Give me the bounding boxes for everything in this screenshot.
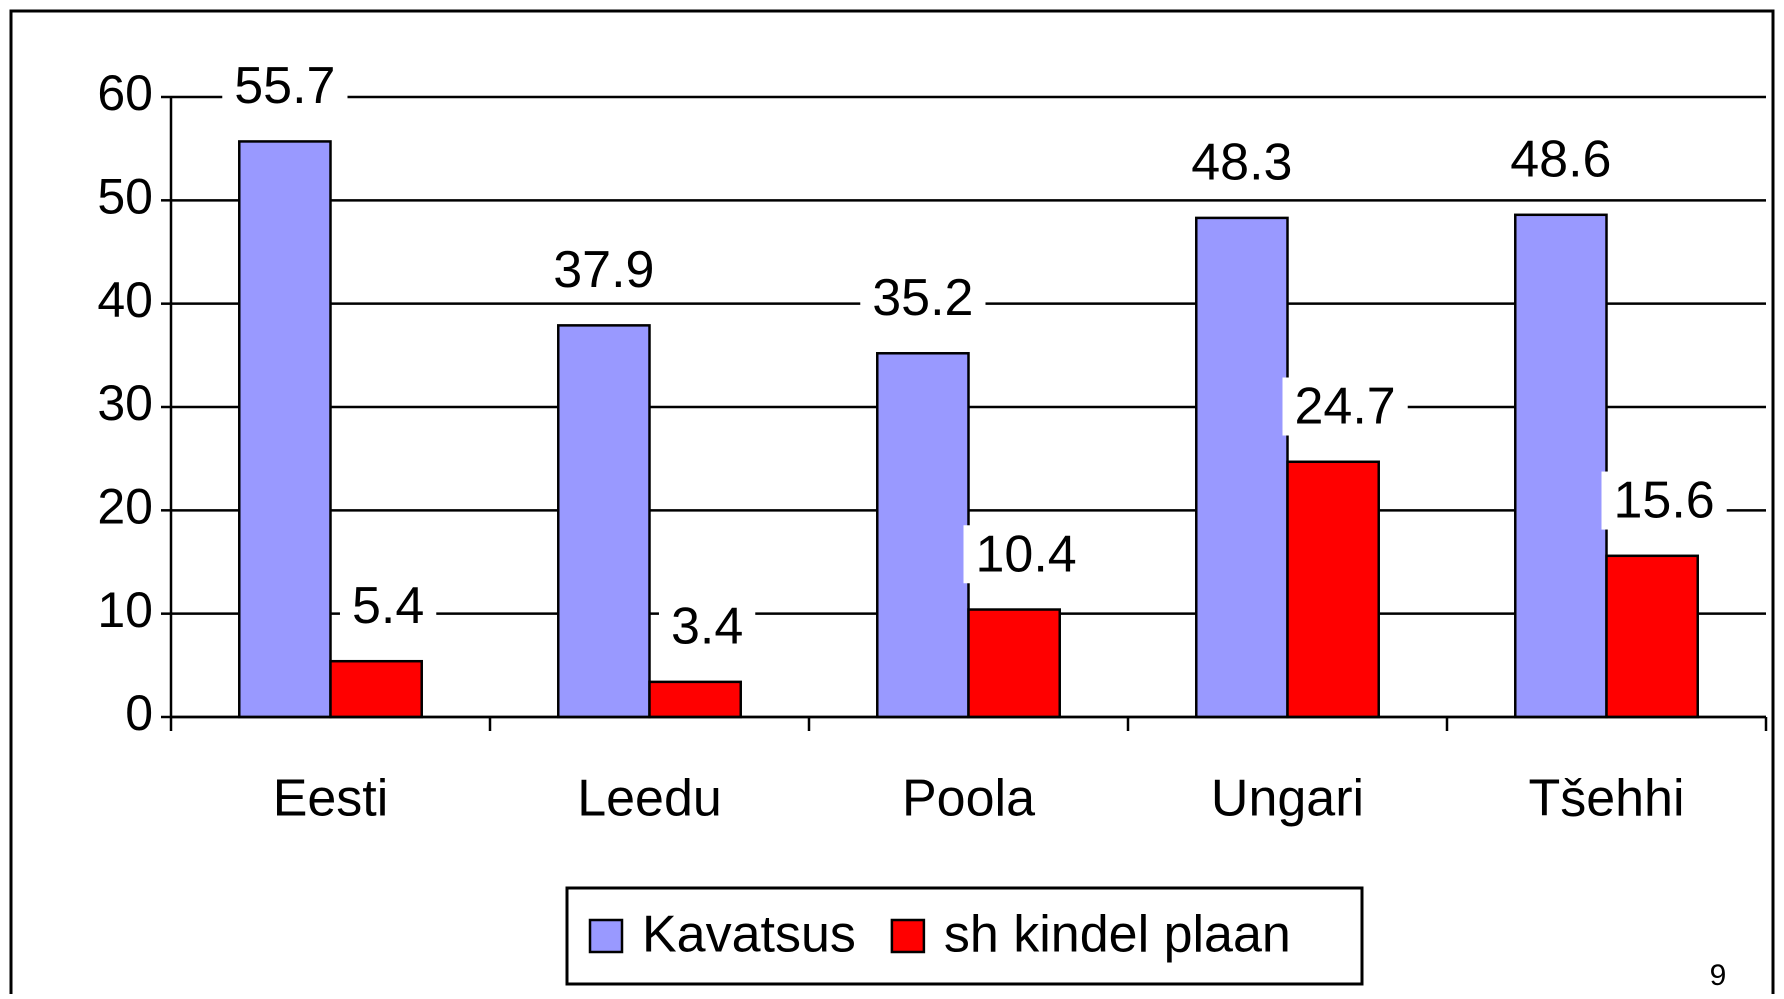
data-label-bg bbox=[339, 576, 437, 635]
bar bbox=[1286, 460, 1380, 719]
y-tick-label: 60 bbox=[97, 65, 153, 121]
data-label: 35.2 bbox=[872, 269, 973, 327]
legend-swatch bbox=[890, 918, 926, 954]
bar bbox=[557, 324, 651, 719]
bar bbox=[648, 680, 742, 719]
legend-label: Kavatsus bbox=[642, 906, 856, 964]
bar bbox=[329, 659, 423, 719]
page-number: 9 bbox=[1710, 959, 1727, 992]
x-tick-label: Tšehhi bbox=[1528, 770, 1684, 828]
legend-label: sh kindel plaan bbox=[944, 906, 1291, 964]
data-label-bg bbox=[1601, 471, 1727, 530]
data-label-bg bbox=[222, 57, 348, 116]
data-label: 15.6 bbox=[1614, 472, 1715, 530]
x-tick-label: Ungari bbox=[1211, 770, 1364, 828]
data-label-bg bbox=[1498, 130, 1624, 189]
y-tick-label: 50 bbox=[97, 169, 153, 225]
bar bbox=[967, 608, 1061, 719]
data-label: 37.9 bbox=[553, 241, 654, 299]
x-tick-label: Poola bbox=[902, 770, 1035, 828]
bar bbox=[1195, 216, 1289, 719]
y-tick-label: 0 bbox=[125, 685, 153, 741]
data-label: 55.7 bbox=[234, 57, 335, 115]
data-label: 48.6 bbox=[1510, 131, 1611, 189]
data-label-bg bbox=[1179, 133, 1305, 192]
legend-swatch bbox=[588, 918, 624, 954]
x-tick-label: Leedu bbox=[577, 770, 722, 828]
y-tick-label: 40 bbox=[97, 272, 153, 328]
bar bbox=[1514, 213, 1608, 719]
y-tick-label: 30 bbox=[97, 375, 153, 431]
y-tick-label: 10 bbox=[97, 582, 153, 638]
data-label-bg bbox=[963, 525, 1089, 584]
data-label-bg bbox=[541, 241, 667, 300]
bar bbox=[238, 140, 332, 719]
data-label: 24.7 bbox=[1295, 378, 1396, 436]
bar bbox=[876, 352, 970, 719]
legend bbox=[565, 886, 1364, 986]
data-label: 10.4 bbox=[976, 525, 1077, 583]
x-tick-label: Eesti bbox=[273, 770, 389, 828]
data-label-bg bbox=[658, 597, 756, 656]
data-label: 5.4 bbox=[352, 577, 424, 635]
y-tick-label: 20 bbox=[97, 479, 153, 535]
data-label-bg bbox=[860, 269, 986, 328]
data-label-bg bbox=[1282, 377, 1408, 436]
data-label: 3.4 bbox=[671, 598, 743, 656]
bar bbox=[1605, 554, 1699, 719]
data-label: 48.3 bbox=[1191, 134, 1292, 192]
